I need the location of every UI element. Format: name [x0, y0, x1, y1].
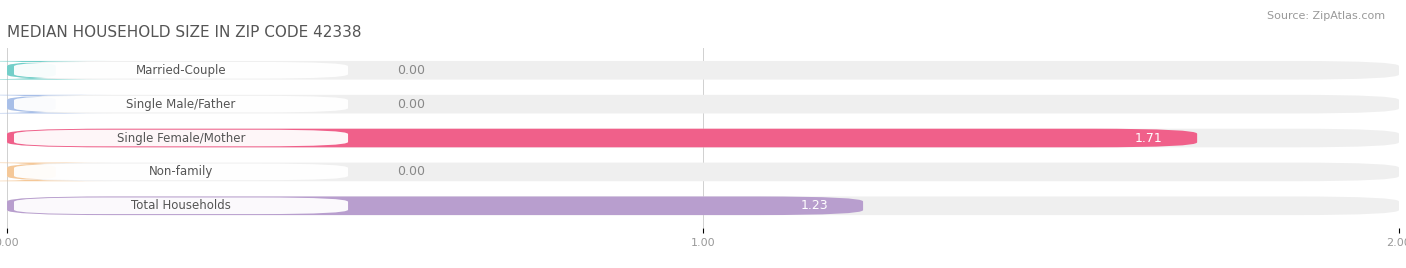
Text: Married-Couple: Married-Couple	[136, 64, 226, 77]
FancyBboxPatch shape	[0, 95, 111, 113]
FancyBboxPatch shape	[7, 95, 1399, 113]
Text: 1.71: 1.71	[1135, 132, 1163, 144]
Text: Source: ZipAtlas.com: Source: ZipAtlas.com	[1267, 11, 1385, 21]
FancyBboxPatch shape	[14, 163, 349, 180]
FancyBboxPatch shape	[7, 129, 1197, 147]
Text: MEDIAN HOUSEHOLD SIZE IN ZIP CODE 42338: MEDIAN HOUSEHOLD SIZE IN ZIP CODE 42338	[7, 25, 361, 40]
Text: Total Households: Total Households	[131, 199, 231, 212]
Text: Single Male/Father: Single Male/Father	[127, 98, 236, 111]
FancyBboxPatch shape	[0, 163, 111, 181]
Text: 0.00: 0.00	[396, 165, 425, 178]
Text: Non-family: Non-family	[149, 165, 214, 178]
FancyBboxPatch shape	[7, 61, 1399, 80]
Text: 0.00: 0.00	[396, 98, 425, 111]
FancyBboxPatch shape	[7, 196, 863, 215]
FancyBboxPatch shape	[14, 96, 349, 113]
Text: 0.00: 0.00	[396, 64, 425, 77]
FancyBboxPatch shape	[7, 129, 1399, 147]
Text: Single Female/Mother: Single Female/Mother	[117, 132, 245, 144]
FancyBboxPatch shape	[7, 196, 1399, 215]
FancyBboxPatch shape	[14, 62, 349, 79]
Text: 1.23: 1.23	[800, 199, 828, 212]
FancyBboxPatch shape	[14, 198, 349, 214]
FancyBboxPatch shape	[14, 130, 349, 146]
FancyBboxPatch shape	[7, 163, 1399, 181]
FancyBboxPatch shape	[0, 61, 111, 80]
